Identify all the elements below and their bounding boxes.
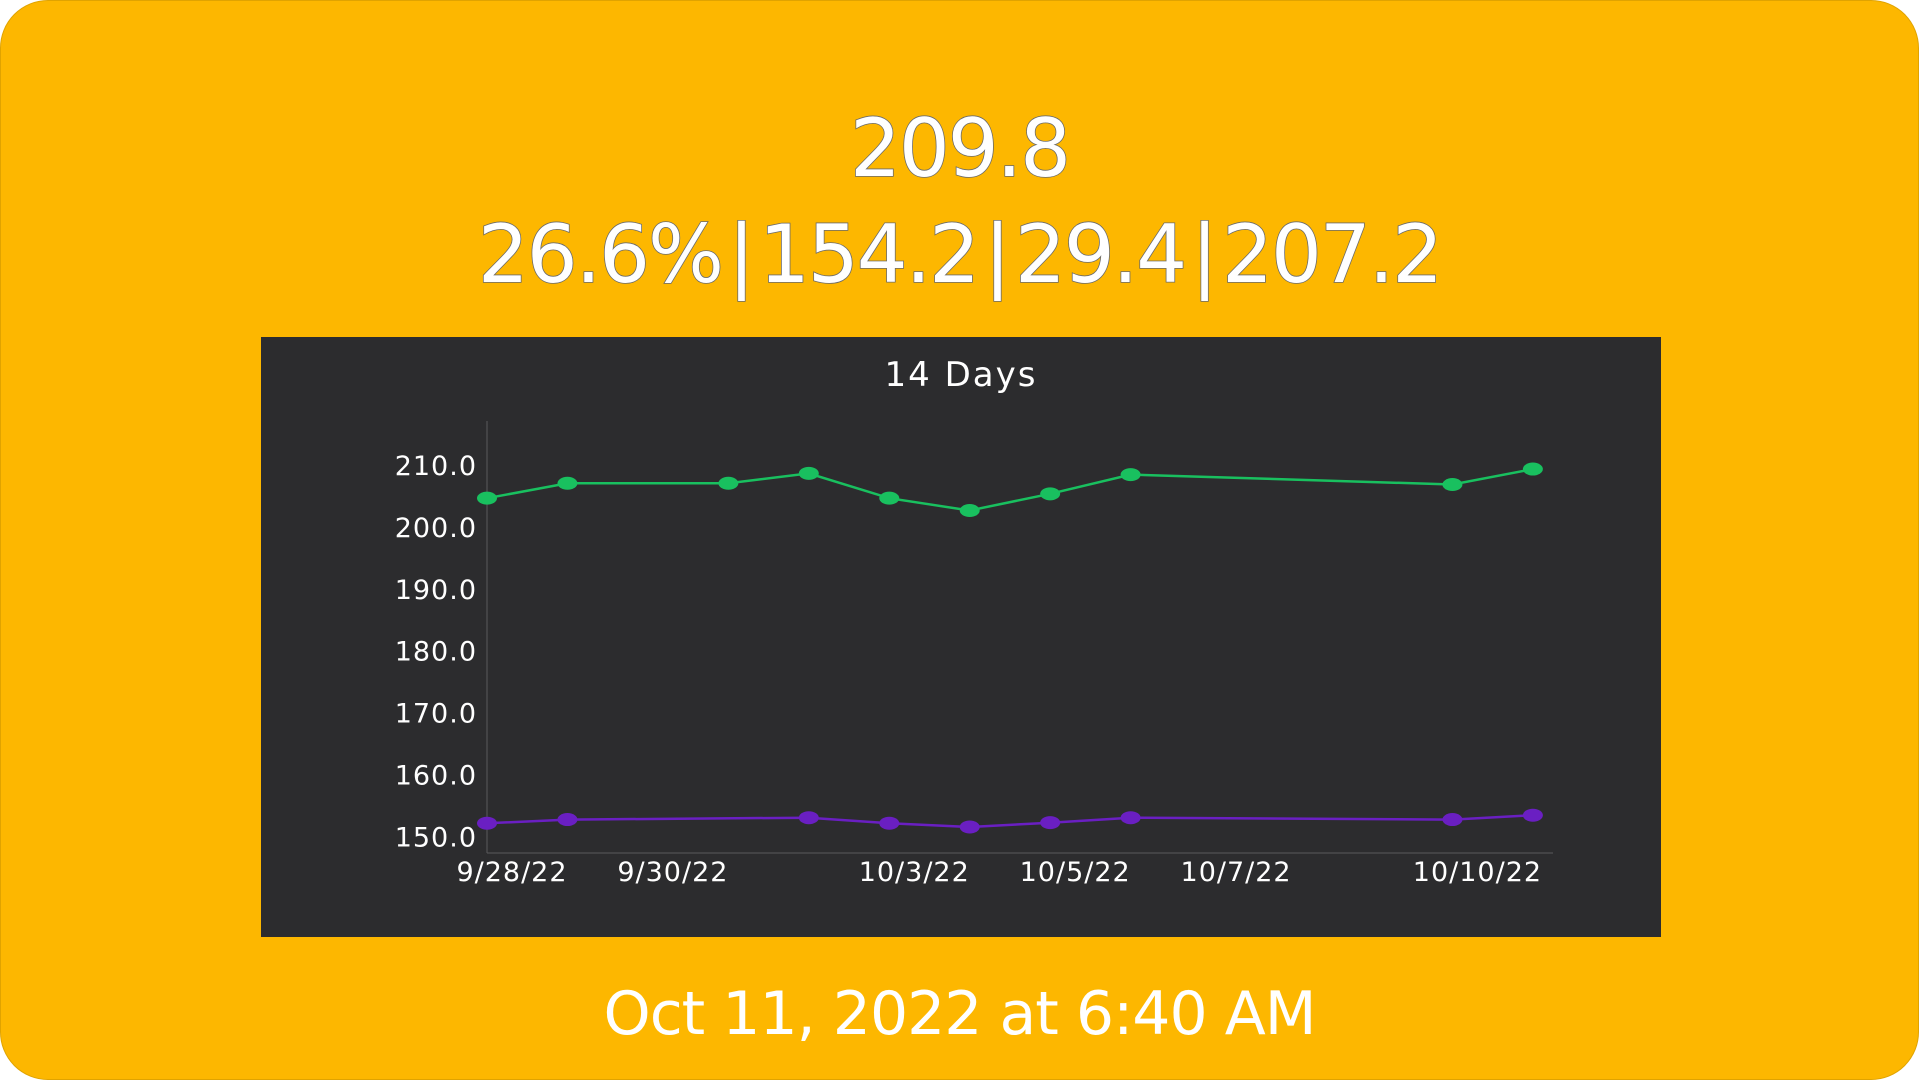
lower-series-point [1442, 813, 1463, 827]
lower-series-point [477, 816, 497, 830]
upper-series-point [1442, 478, 1463, 492]
current-value: 209.8 [849, 101, 1072, 196]
upper-series-line [486, 467, 1534, 512]
upper-series-point [959, 504, 980, 518]
stat-separator: | [1190, 207, 1219, 302]
stat-percent: 26.6% [477, 207, 725, 302]
stat-difference: 29.4 [1014, 207, 1188, 302]
upper-series-point [1120, 468, 1141, 482]
x-tick-label: 10/7/22 [1181, 857, 1292, 888]
lower-series-point [1120, 811, 1141, 825]
lower-series-point [879, 816, 900, 830]
chart-panel: 150.0 160.0 170.0 180.0 190.0 200.0 210.0 9/28/… [261, 337, 1661, 937]
lower-series-point [959, 820, 980, 834]
y-tick-label: 210.0 [395, 451, 477, 482]
lower-series-point [1040, 816, 1061, 830]
upper-series-point [798, 466, 819, 480]
upper-series-point [879, 491, 900, 505]
upper-series-point [718, 476, 739, 490]
y-tick-label: 150.0 [395, 823, 477, 854]
line-chart: 150.0 160.0 170.0 180.0 190.0 200.0 210.0 9/28/… [395, 421, 1553, 888]
lower-series-point [798, 811, 819, 825]
stats-line: 26.6%|154.2|29.4|207.2 [1, 207, 1918, 303]
y-tick-label: 180.0 [395, 637, 477, 668]
timestamp: Oct 11, 2022 at 6:40 AM [603, 979, 1316, 1049]
x-tick-label: 10/3/22 [859, 857, 970, 888]
stat-separator: | [727, 207, 756, 302]
y-tick-label: 190.0 [395, 575, 477, 606]
x-tick-label: 9/30/22 [617, 857, 728, 888]
y-tick-label: 200.0 [395, 513, 477, 544]
x-tick-label: 10/5/22 [1020, 857, 1131, 888]
x-tick-label: 10/10/22 [1413, 857, 1542, 888]
upper-series-point [557, 476, 578, 490]
y-tick-label: 160.0 [395, 761, 477, 792]
stat-separator: | [983, 207, 1012, 302]
y-tick-label: 170.0 [395, 699, 477, 730]
stat-lower-value: 154.2 [758, 207, 981, 302]
chart-title: 14 Days [884, 355, 1038, 395]
lower-series-line [486, 813, 1533, 829]
lower-series-point [1522, 808, 1543, 822]
x-tick-label: 9/28/22 [456, 857, 567, 888]
upper-series-point [477, 491, 497, 505]
lower-series-point [557, 813, 578, 827]
upper-series-point [1040, 487, 1061, 501]
upper-series-point [1522, 462, 1543, 476]
stat-average: 207.2 [1221, 207, 1444, 302]
